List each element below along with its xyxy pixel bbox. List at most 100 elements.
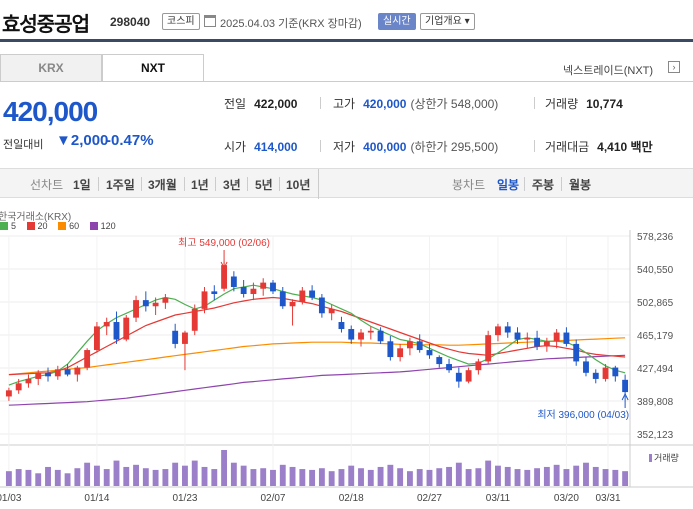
high-label: 고가 bbox=[333, 97, 356, 111]
candle-body bbox=[416, 341, 423, 351]
volume-bar bbox=[250, 469, 257, 486]
ma60-line bbox=[8, 337, 626, 376]
candle-body bbox=[455, 372, 462, 382]
candle-body bbox=[367, 330, 374, 333]
candle-body bbox=[113, 322, 120, 340]
line-chart-label[interactable]: 선차트 bbox=[30, 178, 64, 192]
divider bbox=[534, 97, 535, 109]
ma5-line bbox=[8, 284, 626, 386]
low-label: 저가 bbox=[333, 140, 356, 154]
prev-close: 전일 422,000 bbox=[224, 95, 297, 112]
tab-nxt[interactable]: NXT bbox=[102, 54, 204, 82]
candle-body bbox=[504, 326, 511, 333]
volume-bar bbox=[485, 460, 492, 486]
candle-body bbox=[74, 367, 81, 375]
volume-bar bbox=[455, 462, 462, 486]
range-3m[interactable]: 3개월 bbox=[148, 178, 177, 192]
volume-bar bbox=[279, 464, 286, 486]
volume-bar bbox=[152, 469, 159, 486]
legend-ma20: 20 bbox=[26, 221, 48, 231]
range-1y[interactable]: 1년 bbox=[191, 178, 209, 192]
volume-value: 10,774 bbox=[586, 97, 623, 111]
volume-bar bbox=[446, 466, 452, 486]
candle-body bbox=[64, 369, 71, 375]
open-price: 시가 414,000 bbox=[224, 138, 297, 155]
period-weekly[interactable]: 주봉 bbox=[532, 178, 555, 192]
candle-body bbox=[133, 300, 139, 318]
range-10y[interactable]: 10년 bbox=[286, 178, 311, 192]
candle-body bbox=[5, 390, 12, 397]
upper-limit: (상한가 548,000) bbox=[410, 97, 499, 111]
candle-body bbox=[84, 350, 91, 368]
candle-body bbox=[279, 291, 286, 307]
period-monthly[interactable]: 월봉 bbox=[569, 178, 592, 192]
legend-ma5: 5 bbox=[0, 221, 16, 231]
tab-krx[interactable]: KRX bbox=[0, 54, 102, 82]
range-1w[interactable]: 1주일 bbox=[106, 178, 135, 192]
candle-body bbox=[563, 332, 570, 344]
candle-chart-label[interactable]: 봉차트 bbox=[452, 178, 486, 192]
candle-body bbox=[358, 332, 364, 340]
exchange-tabs: KRX NXT bbox=[0, 54, 205, 82]
realtime-button[interactable]: 실시간 bbox=[378, 13, 416, 30]
stock-name: 효성중공업 bbox=[2, 14, 90, 36]
candle-body bbox=[426, 350, 433, 356]
candle-body bbox=[524, 337, 531, 340]
candle-body bbox=[475, 361, 482, 371]
range-3y[interactable]: 3년 bbox=[223, 178, 241, 192]
volume-bar bbox=[182, 465, 188, 486]
volume-bar bbox=[289, 466, 296, 486]
high-value: 420,000 bbox=[363, 97, 407, 111]
volume-label: 거래량 bbox=[545, 97, 579, 111]
volume-bar bbox=[113, 460, 120, 486]
current-price: 420,000 bbox=[3, 96, 98, 127]
volume-bar bbox=[553, 464, 560, 486]
high-arrow-head bbox=[220, 261, 228, 270]
range-5y[interactable]: 5년 bbox=[255, 178, 273, 192]
candle-body bbox=[622, 379, 629, 393]
candle-body bbox=[182, 332, 188, 344]
volume-bar bbox=[133, 464, 139, 486]
volume-bar bbox=[504, 466, 511, 486]
nextrade-arrow-icon[interactable]: › bbox=[668, 61, 680, 73]
volume-bar bbox=[563, 469, 570, 486]
y-tick-label: 352,123 bbox=[637, 430, 674, 441]
candle-body bbox=[553, 332, 560, 342]
trade-amount: 거래대금 4,410 백만 bbox=[545, 138, 653, 155]
candle-body bbox=[583, 361, 589, 373]
prev-close-label: 전일 bbox=[224, 97, 247, 111]
price-change: ▼2,000 bbox=[56, 132, 109, 149]
divider bbox=[318, 169, 319, 199]
candle-body bbox=[534, 337, 541, 347]
lower-limit: (하한가 295,500) bbox=[410, 140, 499, 154]
candle-body bbox=[54, 369, 61, 377]
volume-bar bbox=[612, 469, 619, 486]
stock-code: 298040 bbox=[110, 15, 151, 29]
divider bbox=[561, 177, 562, 191]
company-overview-dropdown[interactable]: 기업개요 ▾ bbox=[420, 13, 475, 30]
volume-bar bbox=[583, 462, 589, 486]
low-annotation: 최저 396,000 (04/03) bbox=[537, 409, 629, 421]
volume-bar bbox=[436, 468, 443, 486]
ma-legend: 5 20 60 120 bbox=[0, 221, 124, 231]
candle-body bbox=[191, 308, 198, 331]
volume-bar bbox=[416, 469, 423, 486]
period-daily[interactable]: 일봉 bbox=[497, 178, 520, 192]
nextrade-link[interactable]: 넥스트레이드(NXT) bbox=[563, 65, 654, 77]
divider bbox=[141, 177, 142, 191]
change-label: 전일대비 bbox=[3, 139, 44, 151]
candle-body bbox=[289, 301, 296, 307]
tab-divider bbox=[0, 81, 693, 82]
divider bbox=[247, 177, 248, 191]
volume-bar bbox=[230, 462, 237, 486]
market-badge: 코스피 bbox=[162, 13, 200, 30]
candle-body bbox=[45, 372, 51, 377]
volume-bar bbox=[358, 468, 364, 486]
x-tick-label: 03/31 bbox=[595, 493, 620, 504]
divider bbox=[279, 177, 280, 191]
y-tick-label: 465,179 bbox=[637, 331, 674, 342]
candle-body bbox=[514, 332, 521, 340]
amount-value: 4,410 백만 bbox=[597, 140, 653, 154]
range-1d[interactable]: 1일 bbox=[73, 178, 91, 192]
